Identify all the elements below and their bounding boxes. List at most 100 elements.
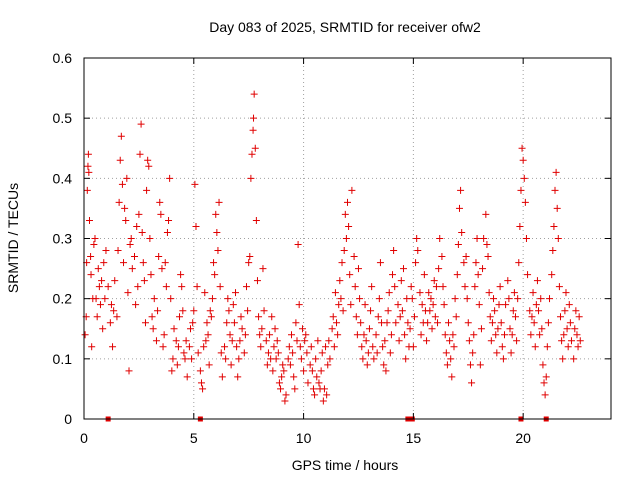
data-point xyxy=(434,319,442,327)
data-point xyxy=(203,319,211,327)
data-point xyxy=(466,361,474,369)
data-point xyxy=(336,277,344,285)
data-point xyxy=(391,283,399,291)
data-point xyxy=(383,319,391,327)
data-point xyxy=(260,307,268,315)
data-point xyxy=(505,295,513,303)
data-point xyxy=(285,343,293,351)
data-point xyxy=(185,343,193,351)
data-point xyxy=(431,313,439,321)
data-point xyxy=(258,325,266,333)
data-point xyxy=(223,319,231,327)
data-point xyxy=(465,337,473,345)
data-point xyxy=(442,349,450,357)
data-point xyxy=(109,343,117,351)
data-point xyxy=(474,271,482,279)
data-point xyxy=(558,337,566,345)
data-point xyxy=(167,295,175,303)
data-point xyxy=(509,307,517,315)
data-point xyxy=(282,391,290,399)
data-point xyxy=(224,295,232,303)
data-point xyxy=(156,198,164,206)
data-point xyxy=(528,313,536,321)
data-point xyxy=(493,349,501,357)
data-point xyxy=(347,301,355,309)
data-point xyxy=(373,349,381,357)
data-point xyxy=(148,313,156,321)
data-point xyxy=(197,379,205,387)
data-point xyxy=(445,319,453,327)
data-point xyxy=(170,325,178,333)
data-point xyxy=(139,259,147,267)
data-point xyxy=(458,228,466,236)
data-point xyxy=(200,343,208,351)
data-point xyxy=(365,325,373,333)
data-point xyxy=(402,355,410,363)
data-point xyxy=(111,277,119,285)
data-point xyxy=(189,319,197,327)
data-point xyxy=(435,265,443,273)
data-point xyxy=(516,222,524,230)
y-axis-label: SRMTID / TECUs xyxy=(5,183,21,293)
data-point xyxy=(364,349,372,357)
data-point xyxy=(346,271,354,279)
data-point xyxy=(506,325,514,333)
data-point xyxy=(395,337,403,345)
y-tick-label: 0.6 xyxy=(53,50,73,66)
data-point xyxy=(208,295,216,303)
data-point xyxy=(429,301,437,309)
data-point xyxy=(338,259,346,267)
data-point xyxy=(288,331,296,339)
data-point xyxy=(417,331,425,339)
data-point xyxy=(567,337,575,345)
data-point xyxy=(176,313,184,321)
data-point xyxy=(193,283,201,291)
data-point xyxy=(319,397,327,405)
data-point xyxy=(161,259,169,267)
data-point xyxy=(351,283,359,291)
data-point xyxy=(335,301,343,309)
data-point xyxy=(427,295,435,303)
data-point xyxy=(339,307,347,315)
data-point xyxy=(135,210,143,218)
y-tick-label: 0.2 xyxy=(53,291,73,307)
data-point xyxy=(469,349,477,357)
data-point xyxy=(526,307,534,315)
data-point xyxy=(399,265,407,273)
data-point xyxy=(113,313,121,321)
data-point xyxy=(264,349,272,357)
data-point xyxy=(300,367,308,375)
data-point xyxy=(556,313,564,321)
data-point xyxy=(137,120,145,128)
data-point xyxy=(314,337,322,345)
data-point xyxy=(141,319,149,327)
data-point xyxy=(379,343,387,351)
data-point xyxy=(446,337,454,345)
data-point xyxy=(410,313,418,321)
data-point xyxy=(128,265,136,273)
data-point xyxy=(249,126,257,134)
data-point xyxy=(90,241,98,249)
data-point xyxy=(571,325,579,333)
data-point xyxy=(85,168,93,176)
data-point xyxy=(333,319,341,327)
data-point xyxy=(485,289,493,297)
data-point xyxy=(121,204,129,212)
data-point xyxy=(496,283,504,291)
data-point xyxy=(295,301,303,309)
data-point xyxy=(134,283,142,291)
data-point xyxy=(126,241,134,249)
data-point xyxy=(218,373,226,381)
data-point xyxy=(532,301,540,309)
data-point xyxy=(154,307,162,315)
data-point xyxy=(213,228,221,236)
data-point xyxy=(353,331,361,339)
data-point xyxy=(226,331,234,339)
data-point xyxy=(370,355,378,363)
data-point xyxy=(527,331,535,339)
data-point xyxy=(521,198,529,206)
data-point xyxy=(262,337,270,345)
data-point xyxy=(381,337,389,345)
data-point xyxy=(259,265,267,273)
